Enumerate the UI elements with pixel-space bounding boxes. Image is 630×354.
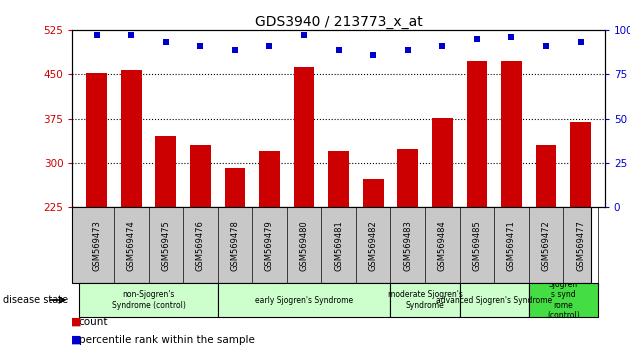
Point bbox=[403, 47, 413, 52]
Text: ■: ■ bbox=[71, 335, 81, 345]
Text: GSM569477: GSM569477 bbox=[576, 220, 585, 270]
Point bbox=[126, 33, 136, 38]
Bar bbox=[391, 283, 460, 317]
Text: ■: ■ bbox=[71, 317, 81, 327]
Text: GSM569475: GSM569475 bbox=[161, 220, 170, 270]
Text: GSM569471: GSM569471 bbox=[507, 220, 516, 270]
Bar bbox=[190, 145, 210, 207]
Bar bbox=[121, 70, 142, 207]
Bar bbox=[328, 151, 349, 207]
Point bbox=[541, 43, 551, 49]
Text: disease state: disease state bbox=[3, 295, 68, 305]
Bar bbox=[79, 283, 217, 317]
Text: GSM569480: GSM569480 bbox=[299, 220, 309, 270]
Text: moderate Sjogren's
Syndrome: moderate Sjogren's Syndrome bbox=[387, 290, 462, 310]
Point bbox=[195, 43, 205, 49]
Text: GSM569482: GSM569482 bbox=[369, 220, 378, 270]
Bar bbox=[536, 145, 556, 207]
Point bbox=[437, 43, 447, 49]
Bar bbox=[217, 283, 391, 317]
Text: Sjogren
s synd
rome
(control): Sjogren s synd rome (control) bbox=[547, 280, 580, 320]
Title: GDS3940 / 213773_x_at: GDS3940 / 213773_x_at bbox=[255, 15, 423, 29]
Point bbox=[368, 52, 378, 58]
Bar bbox=[529, 283, 598, 317]
Text: GSM569476: GSM569476 bbox=[196, 220, 205, 270]
Bar bbox=[501, 61, 522, 207]
Point bbox=[472, 36, 482, 42]
Point bbox=[161, 40, 171, 45]
Text: early Sjogren's Syndrome: early Sjogren's Syndrome bbox=[255, 296, 353, 304]
Point bbox=[334, 47, 344, 52]
Bar bbox=[259, 151, 280, 207]
Bar bbox=[294, 67, 314, 207]
Text: GSM569478: GSM569478 bbox=[231, 220, 239, 270]
Text: GSM569474: GSM569474 bbox=[127, 220, 135, 270]
Bar bbox=[363, 179, 384, 207]
Bar bbox=[398, 149, 418, 207]
Text: non-Sjogren's
Syndrome (control): non-Sjogren's Syndrome (control) bbox=[112, 290, 185, 310]
Point bbox=[230, 47, 240, 52]
Text: GSM569473: GSM569473 bbox=[92, 220, 101, 270]
Text: percentile rank within the sample: percentile rank within the sample bbox=[79, 335, 255, 345]
Point bbox=[91, 33, 101, 38]
Point bbox=[299, 33, 309, 38]
Bar bbox=[156, 136, 176, 207]
Bar bbox=[86, 73, 107, 207]
Text: GSM569481: GSM569481 bbox=[334, 220, 343, 270]
Text: count: count bbox=[79, 317, 108, 327]
Text: GSM569485: GSM569485 bbox=[472, 220, 481, 270]
Text: GSM569483: GSM569483 bbox=[403, 220, 412, 270]
Bar bbox=[460, 283, 529, 317]
Bar bbox=[224, 167, 245, 207]
Text: GSM569472: GSM569472 bbox=[542, 220, 551, 270]
Point bbox=[507, 34, 517, 40]
Bar bbox=[467, 61, 487, 207]
Bar bbox=[570, 121, 591, 207]
Text: GSM569484: GSM569484 bbox=[438, 220, 447, 270]
Bar bbox=[432, 118, 453, 207]
Text: advanced Sjogren's Syndrome: advanced Sjogren's Syndrome bbox=[436, 296, 553, 304]
Point bbox=[265, 43, 275, 49]
Point bbox=[576, 40, 586, 45]
Text: GSM569479: GSM569479 bbox=[265, 220, 274, 270]
